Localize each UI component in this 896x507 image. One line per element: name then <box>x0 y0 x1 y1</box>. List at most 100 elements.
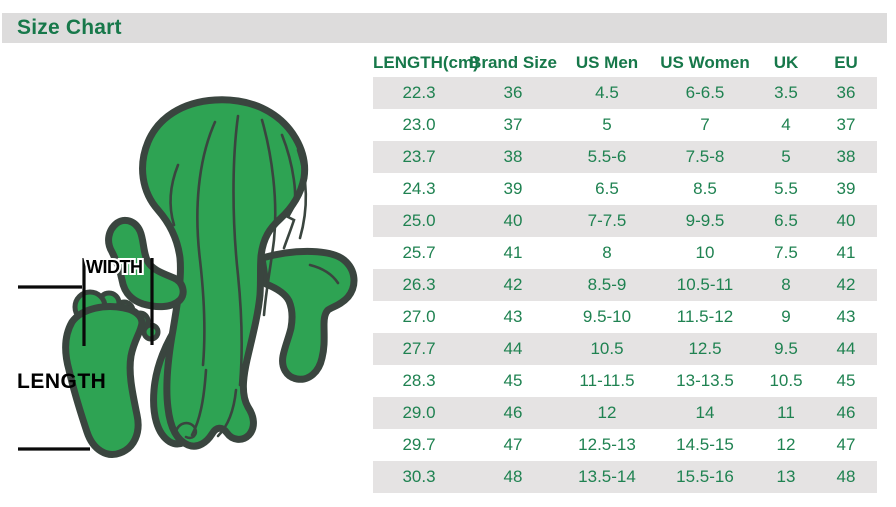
table-cell: 45 <box>836 371 856 390</box>
table-cell: 44 <box>503 339 523 358</box>
foot-measurement-illustration: WIDTH LENGTH <box>17 96 358 458</box>
column-header-uk: UK <box>773 52 799 72</box>
table-cell: 9.5-10 <box>582 307 632 326</box>
table-cell: 11-11.5 <box>579 371 635 390</box>
mascot-arm <box>258 248 358 383</box>
table-cell: 14.5-15 <box>676 435 734 454</box>
table-cell: 39 <box>503 179 523 198</box>
table-cell: 8.5 <box>693 179 717 198</box>
table-row: 26.3 42 8.5-9 10.5-11 8 42 <box>373 269 877 301</box>
table-cell: 11 <box>777 403 795 422</box>
size-table: LENGTH(cm) Brand Size US Men US Women UK… <box>373 48 877 493</box>
table-cell: 5.5-6 <box>587 147 627 166</box>
table-row: 25.0 40 7-7.5 9-9.5 6.5 40 <box>373 205 877 237</box>
table-cell: 12.5-13 <box>578 435 636 454</box>
table-row: 24.3 39 6.5 8.5 5.5 39 <box>373 173 877 205</box>
table-cell: 38 <box>836 147 856 166</box>
table-cell: 37 <box>503 115 523 134</box>
column-header-brand-size: Brand Size <box>469 52 557 72</box>
table-cell: 27.7 <box>402 339 436 358</box>
table-cell: 5 <box>781 147 791 166</box>
table-cell: 36 <box>503 83 523 102</box>
table-cell: 45 <box>503 371 523 390</box>
measurement-guides <box>18 258 154 451</box>
table-cell: 13.5-14 <box>578 467 636 486</box>
column-header-us-women: US Women <box>660 52 750 72</box>
table-cell: 24.3 <box>402 179 436 198</box>
table-cell: 44 <box>836 339 856 358</box>
page-title: Size Chart <box>17 16 122 39</box>
mascot-front-limb <box>105 216 187 311</box>
table-row: 27.7 44 10.5 12.5 9.5 44 <box>373 333 877 365</box>
table-cell: 37 <box>836 115 856 134</box>
table-cell: 12.5 <box>688 339 722 358</box>
table-cell: 48 <box>836 467 856 486</box>
table-cell: 13-13.5 <box>676 371 734 390</box>
table-cell: 42 <box>836 275 856 294</box>
table-row: 28.3 45 11-11.5 13-13.5 10.5 45 <box>373 365 877 397</box>
table-cell: 3.5 <box>774 83 798 102</box>
table-cell: 23.7 <box>402 147 436 166</box>
table-cell: 23.0 <box>402 115 436 134</box>
table-cell: 14 <box>695 403 715 422</box>
mascot-body <box>139 96 309 450</box>
table-cell: 7.5 <box>774 243 798 262</box>
table-cell: 41 <box>503 243 523 262</box>
table-cell: 36 <box>836 83 856 102</box>
table-cell: 46 <box>836 403 856 422</box>
table-cell: 27.0 <box>402 307 436 326</box>
table-cell: 6.5 <box>774 211 798 230</box>
table-cell: 6-6.5 <box>685 83 725 102</box>
table-cell: 39 <box>836 179 856 198</box>
title-bar: Size Chart <box>2 13 887 43</box>
column-header-eu: EU <box>834 52 858 72</box>
table-cell: 28.3 <box>402 371 436 390</box>
table-cell: 7-7.5 <box>587 211 627 230</box>
table-cell: 12 <box>776 435 796 454</box>
table-cell: 47 <box>503 435 523 454</box>
width-label: WIDTH <box>86 257 142 277</box>
table-cell: 6.5 <box>595 179 619 198</box>
table-cell: 8 <box>602 243 612 262</box>
column-header-us-men: US Men <box>575 52 639 72</box>
table-cell: 10.5-11 <box>676 275 734 294</box>
table-cell: 29.7 <box>402 435 436 454</box>
table-cell: 38 <box>503 147 523 166</box>
table-cell: 7.5-8 <box>685 147 725 166</box>
table-row: 29.7 47 12.5-13 14.5-15 12 47 <box>373 429 877 461</box>
table-cell: 7 <box>700 115 710 134</box>
size-table-body: 22.3 36 4.5 6-6.5 3.5 36 23.0 37 5 7 4 37 23.7 38 5.5-… <box>373 77 877 493</box>
table-cell: 5 <box>602 115 612 134</box>
table-cell: 9 <box>781 307 791 326</box>
table-cell: 10 <box>695 243 715 262</box>
table-cell: 9-9.5 <box>685 211 725 230</box>
table-cell: 4 <box>781 115 791 134</box>
table-cell: 29.0 <box>402 403 436 422</box>
table-row: 23.0 37 5 7 4 37 <box>373 109 877 141</box>
table-cell: 5.5 <box>774 179 798 198</box>
table-cell: 10.5 <box>590 339 624 358</box>
table-cell: 10.5 <box>769 371 803 390</box>
table-cell: 11.5-12 <box>676 307 734 326</box>
table-cell: 25.7 <box>402 243 436 262</box>
table-cell: 8.5-9 <box>587 275 627 294</box>
table-cell: 43 <box>503 307 523 326</box>
table-cell: 48 <box>503 467 523 486</box>
table-cell: 4.5 <box>595 83 619 102</box>
body-contour-lines <box>164 114 340 440</box>
table-row: 30.3 48 13.5-14 15.5-16 13 48 <box>373 461 877 493</box>
table-row: 25.7 41 8 10 7.5 41 <box>373 237 877 269</box>
table-cell: 15.5-16 <box>676 467 734 486</box>
table-cell: 40 <box>503 211 523 230</box>
table-cell: 13 <box>776 467 796 486</box>
column-header-length-cm: LENGTH(cm) <box>373 52 479 72</box>
table-cell: 26.3 <box>402 275 436 294</box>
table-row: 29.0 46 12 14 11 46 <box>373 397 877 429</box>
table-cell: 30.3 <box>402 467 436 486</box>
table-row: 27.0 43 9.5-10 11.5-12 9 43 <box>373 301 877 333</box>
table-cell: 12 <box>597 403 617 422</box>
table-cell: 46 <box>503 403 523 422</box>
table-cell: 47 <box>836 435 856 454</box>
table-cell: 22.3 <box>402 83 436 102</box>
